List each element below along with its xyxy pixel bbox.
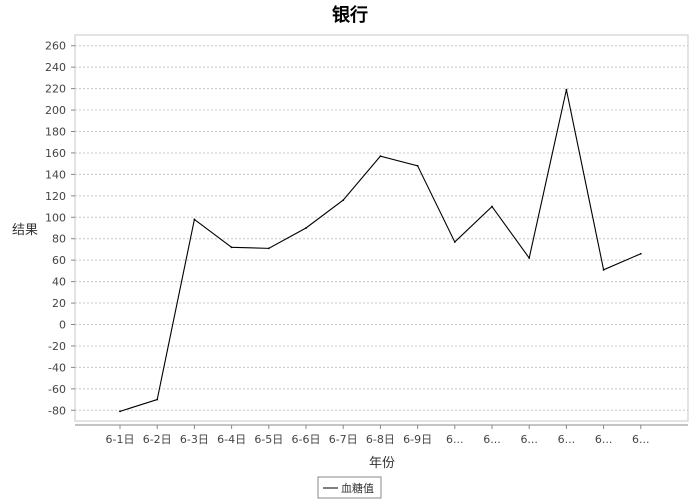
x-tick-label: 6-7日 xyxy=(329,433,358,446)
y-tick-label: 100 xyxy=(45,211,66,224)
y-tick-label: 40 xyxy=(52,276,66,289)
data-point xyxy=(453,241,456,243)
data-point xyxy=(639,252,642,255)
x-tick-label: 6-8日 xyxy=(366,433,395,446)
data-point xyxy=(379,155,382,158)
x-tick-label: 6-5日 xyxy=(254,433,283,446)
data-point xyxy=(267,247,270,250)
data-point xyxy=(528,257,531,259)
data-point xyxy=(416,164,419,167)
y-tick-label: 140 xyxy=(45,168,66,181)
data-point xyxy=(305,227,307,229)
y-tick-label: 260 xyxy=(45,40,66,53)
y-tick-label: 0 xyxy=(59,319,66,332)
y-tick-label: 180 xyxy=(45,126,66,139)
y-tick-label: 220 xyxy=(45,83,66,96)
y-tick-label: -60 xyxy=(48,383,66,396)
data-point xyxy=(602,268,605,271)
x-tick-label: 6-1日 xyxy=(106,433,135,446)
y-tick-label: 120 xyxy=(45,190,66,203)
x-tick-label: 6-4日 xyxy=(217,433,246,446)
data-point xyxy=(565,88,568,91)
x-tick-label: 6-2日 xyxy=(143,433,172,446)
series-group xyxy=(119,88,642,413)
plot-area xyxy=(74,34,689,422)
data-point xyxy=(342,199,345,202)
y-tick-label: 240 xyxy=(45,61,66,74)
y-tick-label: 60 xyxy=(52,254,66,267)
y-tick-label: 200 xyxy=(45,104,66,117)
x-tick-label: 6... xyxy=(483,433,501,446)
y-tick-label: 20 xyxy=(52,297,66,310)
y-axis: -80 -60 -40 -20 0 20 40 60 80 100 120 140 160 180 200 2… xyxy=(45,40,75,417)
data-point xyxy=(119,410,121,413)
x-tick-label: 6... xyxy=(595,433,613,446)
chart-title: 银行 xyxy=(332,4,368,26)
x-tick-label: 6-3日 xyxy=(180,433,209,446)
x-tick-label: 6... xyxy=(520,433,538,446)
y-tick-label: -40 xyxy=(48,361,66,374)
x-axis-label: 年份 xyxy=(369,456,395,471)
data-point xyxy=(193,218,196,221)
y-tick-label: -80 xyxy=(48,404,66,417)
legend: 血糖值 xyxy=(317,476,382,499)
y-tick-label: 160 xyxy=(45,147,66,160)
x-tick-label: 6-6日 xyxy=(292,433,321,446)
legend-label: 血糖值 xyxy=(341,481,374,495)
x-axis: 6-1日 6-2日 6-3日 6-4日 6-5日 6-6日 6-7日 6-8日 6-9日 6...… xyxy=(75,424,688,446)
data-point xyxy=(491,205,493,208)
legend-box xyxy=(317,476,382,499)
y-axis-label: 结果 xyxy=(12,223,38,238)
data-point xyxy=(156,398,159,401)
x-tick-label: 6... xyxy=(446,433,464,446)
x-tick-label: 6... xyxy=(558,433,576,446)
y-tick-label: -20 xyxy=(48,340,66,353)
x-tick-label: 6-9日 xyxy=(403,433,432,446)
x-tick-label: 6... xyxy=(632,433,650,446)
y-tick-label: 80 xyxy=(52,233,66,246)
data-point xyxy=(230,246,233,249)
